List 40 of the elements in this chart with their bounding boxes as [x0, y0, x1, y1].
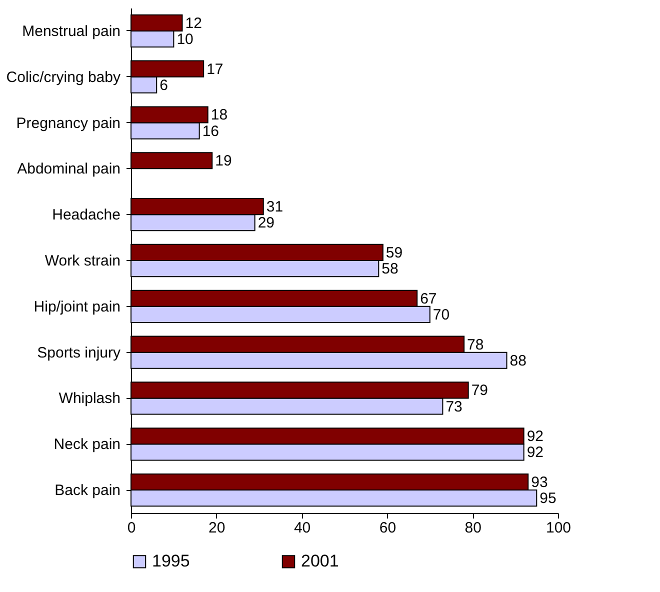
- y-tick-label: Headache: [52, 206, 120, 224]
- data-label: 10: [176, 30, 194, 48]
- data-label: 17: [206, 60, 224, 78]
- y-tick-label: Colic/crying baby: [6, 68, 121, 86]
- x-tick-label: 0: [127, 520, 136, 536]
- data-label: 79: [471, 382, 488, 400]
- data-label: 92: [526, 444, 544, 462]
- x-tick-label: 100: [546, 520, 572, 536]
- data-label: 78: [467, 336, 484, 354]
- legend-label: 2001: [301, 552, 339, 571]
- data-label: 95: [540, 490, 556, 508]
- y-tick-label: Whiplash: [58, 390, 120, 408]
- data-label: 58: [382, 260, 398, 278]
- x-tick-label: 80: [464, 520, 482, 536]
- data-label: 6: [160, 76, 168, 94]
- data-label: 92: [526, 428, 544, 446]
- data-label: 19: [215, 152, 232, 170]
- y-tick-label: Menstrual pain: [22, 22, 120, 40]
- legend-label: 1995: [152, 552, 190, 571]
- y-tick-label: Pregnancy pain: [16, 114, 120, 132]
- data-label: 88: [510, 352, 526, 370]
- y-tick-label: Neck pain: [54, 436, 120, 454]
- x-tick-label: 60: [379, 520, 396, 536]
- y-tick-label: Sports injury: [37, 344, 121, 362]
- data-label: 59: [386, 244, 403, 262]
- x-tick-label: 20: [208, 520, 226, 536]
- data-label: 16: [202, 122, 220, 140]
- data-label: 29: [258, 214, 275, 232]
- y-tick-label: Work strain: [44, 252, 120, 270]
- x-tick-label: 40: [294, 520, 311, 536]
- data-label: 18: [210, 106, 228, 124]
- y-tick-label: Abdominal pain: [17, 160, 120, 178]
- y-tick-label: Hip/joint pain: [34, 298, 120, 316]
- data-label: 93: [531, 474, 548, 492]
- data-label: 31: [266, 198, 284, 216]
- data-label: 73: [446, 398, 462, 416]
- y-tick-label: Back pain: [54, 482, 120, 500]
- data-label: 12: [185, 14, 202, 32]
- data-label: 67: [420, 290, 437, 308]
- data-label: 70: [432, 306, 450, 324]
